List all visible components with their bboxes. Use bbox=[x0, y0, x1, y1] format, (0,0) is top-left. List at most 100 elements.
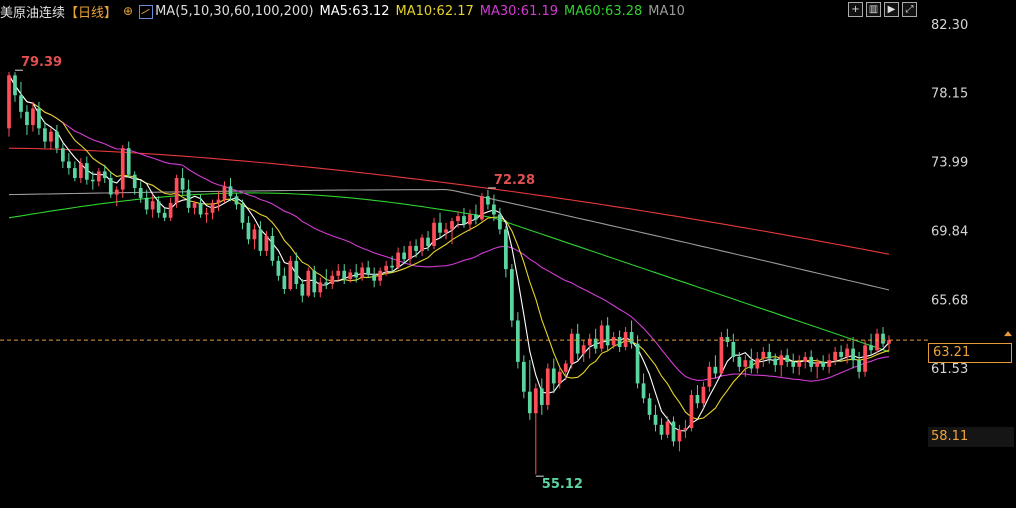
candle-body bbox=[875, 333, 879, 351]
candle-body bbox=[222, 186, 227, 200]
indicator-icon[interactable] bbox=[139, 5, 154, 19]
candle-body bbox=[216, 199, 221, 203]
low-price-tag: 58.11 bbox=[928, 427, 1014, 447]
candle-body bbox=[162, 212, 167, 218]
candle-body bbox=[240, 204, 245, 223]
candle-body bbox=[533, 388, 538, 414]
candle-body bbox=[779, 355, 784, 366]
candle-body bbox=[228, 186, 233, 197]
candle-body bbox=[575, 333, 580, 354]
chart-toolbar: + ▥ ▶ ⤢ bbox=[848, 2, 917, 17]
ma-params-label[interactable]: MA(5,10,30,60,100,200) bbox=[155, 3, 314, 19]
candle-body bbox=[635, 343, 640, 384]
candle-body bbox=[527, 391, 532, 414]
candle-body bbox=[342, 270, 347, 280]
candle-body bbox=[258, 229, 263, 251]
candle-body bbox=[402, 252, 406, 260]
candle-body bbox=[198, 202, 203, 215]
candle-body bbox=[168, 202, 173, 218]
candle-body bbox=[138, 187, 143, 198]
candle-body bbox=[67, 161, 71, 169]
candle-body bbox=[563, 363, 568, 372]
candle-body bbox=[186, 189, 191, 208]
candle-body bbox=[587, 338, 592, 346]
candle-body bbox=[468, 214, 472, 225]
ma30-value: MA30:61.19 bbox=[479, 3, 559, 19]
period-selector[interactable]: 【日线】 bbox=[65, 5, 118, 21]
candle-body bbox=[204, 212, 209, 215]
candle-body bbox=[19, 95, 23, 112]
ma30-line bbox=[8, 75, 890, 382]
candle-body bbox=[869, 345, 873, 351]
candle-body bbox=[31, 108, 35, 126]
candle-body bbox=[61, 148, 65, 162]
candle-body bbox=[851, 348, 855, 361]
ma60-value: MA60:63.28 bbox=[564, 3, 643, 19]
candle-body bbox=[557, 371, 562, 384]
candle-body bbox=[102, 171, 107, 179]
candle-body bbox=[665, 421, 670, 435]
candle-body bbox=[731, 341, 736, 357]
candle-body bbox=[569, 333, 574, 364]
candle-body bbox=[55, 131, 59, 149]
candle-body bbox=[857, 360, 861, 372]
candle-body bbox=[815, 361, 820, 367]
candle-body bbox=[450, 221, 454, 230]
candle-body bbox=[797, 361, 802, 367]
candle-body bbox=[192, 202, 197, 208]
candle-body bbox=[713, 366, 718, 374]
candle-body bbox=[833, 351, 837, 361]
candle-body bbox=[545, 368, 550, 405]
candle-body bbox=[504, 229, 508, 270]
candle-body bbox=[839, 351, 843, 357]
ma5-value: MA5:63.12 bbox=[319, 3, 390, 19]
candle-body bbox=[599, 325, 604, 349]
candle-body bbox=[539, 388, 544, 405]
candle-body bbox=[210, 202, 215, 213]
y-tick-label: 61.53 bbox=[931, 362, 968, 377]
candle-body bbox=[701, 386, 706, 404]
candle-body bbox=[306, 270, 311, 296]
candle-body bbox=[647, 398, 652, 415]
candle-body bbox=[611, 337, 616, 346]
candle-body bbox=[246, 222, 251, 240]
candle-body bbox=[737, 356, 742, 367]
candle-body bbox=[671, 421, 676, 442]
candle-body bbox=[90, 179, 95, 182]
candle-body bbox=[378, 270, 383, 281]
candle-body bbox=[707, 366, 712, 387]
candle-body bbox=[276, 260, 281, 276]
candle-body bbox=[432, 222, 436, 246]
candle-body bbox=[264, 235, 269, 251]
candle-body bbox=[300, 284, 305, 296]
candle-body bbox=[49, 131, 53, 142]
candle-body bbox=[683, 428, 688, 430]
candle-body bbox=[809, 356, 814, 367]
bars-icon[interactable]: ▥ bbox=[866, 2, 881, 17]
candle-body bbox=[372, 274, 377, 281]
candle-body bbox=[126, 148, 131, 175]
crosshair-icon[interactable]: + bbox=[848, 2, 863, 17]
candle-body bbox=[773, 358, 778, 366]
candle-body bbox=[294, 260, 299, 285]
candle-body bbox=[282, 275, 287, 289]
settings-icon[interactable]: ⊕ bbox=[123, 4, 134, 18]
candle-body bbox=[695, 394, 700, 404]
play-icon[interactable]: ▶ bbox=[884, 2, 899, 17]
expand-icon[interactable]: ⤢ bbox=[902, 2, 917, 17]
chart-header: 美原油连续 【日线】 ⊕ MA(5,10,30,60,100,200) MA5:… bbox=[0, 0, 840, 22]
candle-body bbox=[13, 75, 17, 96]
candle-body bbox=[72, 168, 77, 179]
candle-body bbox=[510, 269, 514, 321]
candle-body bbox=[37, 108, 41, 129]
candle-body bbox=[845, 348, 849, 357]
candle-body bbox=[749, 360, 754, 369]
candle-body bbox=[366, 267, 371, 275]
price-annotation: 72.28 bbox=[494, 173, 535, 188]
candle-body bbox=[725, 337, 730, 342]
candle-body bbox=[492, 204, 496, 215]
candle-body bbox=[234, 196, 239, 205]
candle-body bbox=[719, 337, 724, 374]
candle-body bbox=[581, 345, 586, 354]
